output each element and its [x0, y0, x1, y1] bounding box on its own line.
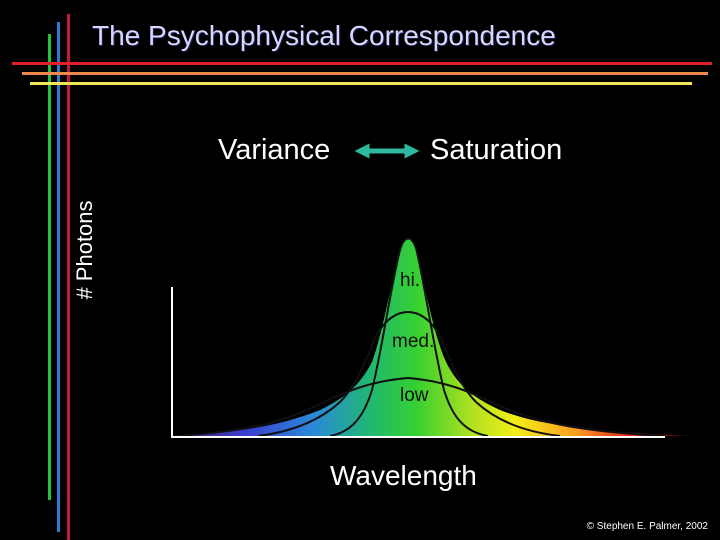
yellow-horizontal-stripe: [30, 82, 692, 85]
red-horizontal-stripe: [12, 62, 712, 65]
high-label: hi.: [400, 270, 421, 291]
blue-vertical-stripe: [57, 22, 60, 532]
y-axis-label: # Photons: [72, 200, 97, 300]
x-axis-label: Wavelength: [330, 460, 477, 491]
medium-saturation-curve: [257, 310, 561, 437]
low-label: low: [400, 385, 429, 406]
low-saturation-curve: [174, 376, 666, 437]
orange-horizontal-stripe: [22, 72, 708, 75]
variance-label: Variance: [218, 134, 331, 166]
copyright-notice: © Stephen E. Palmer, 2002: [586, 521, 708, 532]
high-saturation-curve: [329, 237, 489, 437]
medium-label: med.: [392, 331, 435, 352]
saturation-label: Saturation: [430, 134, 563, 166]
slide-title: The Psychophysical Correspondence: [92, 20, 556, 51]
green-vertical-stripe: [48, 34, 51, 500]
red-vertical-stripe: [67, 14, 70, 540]
